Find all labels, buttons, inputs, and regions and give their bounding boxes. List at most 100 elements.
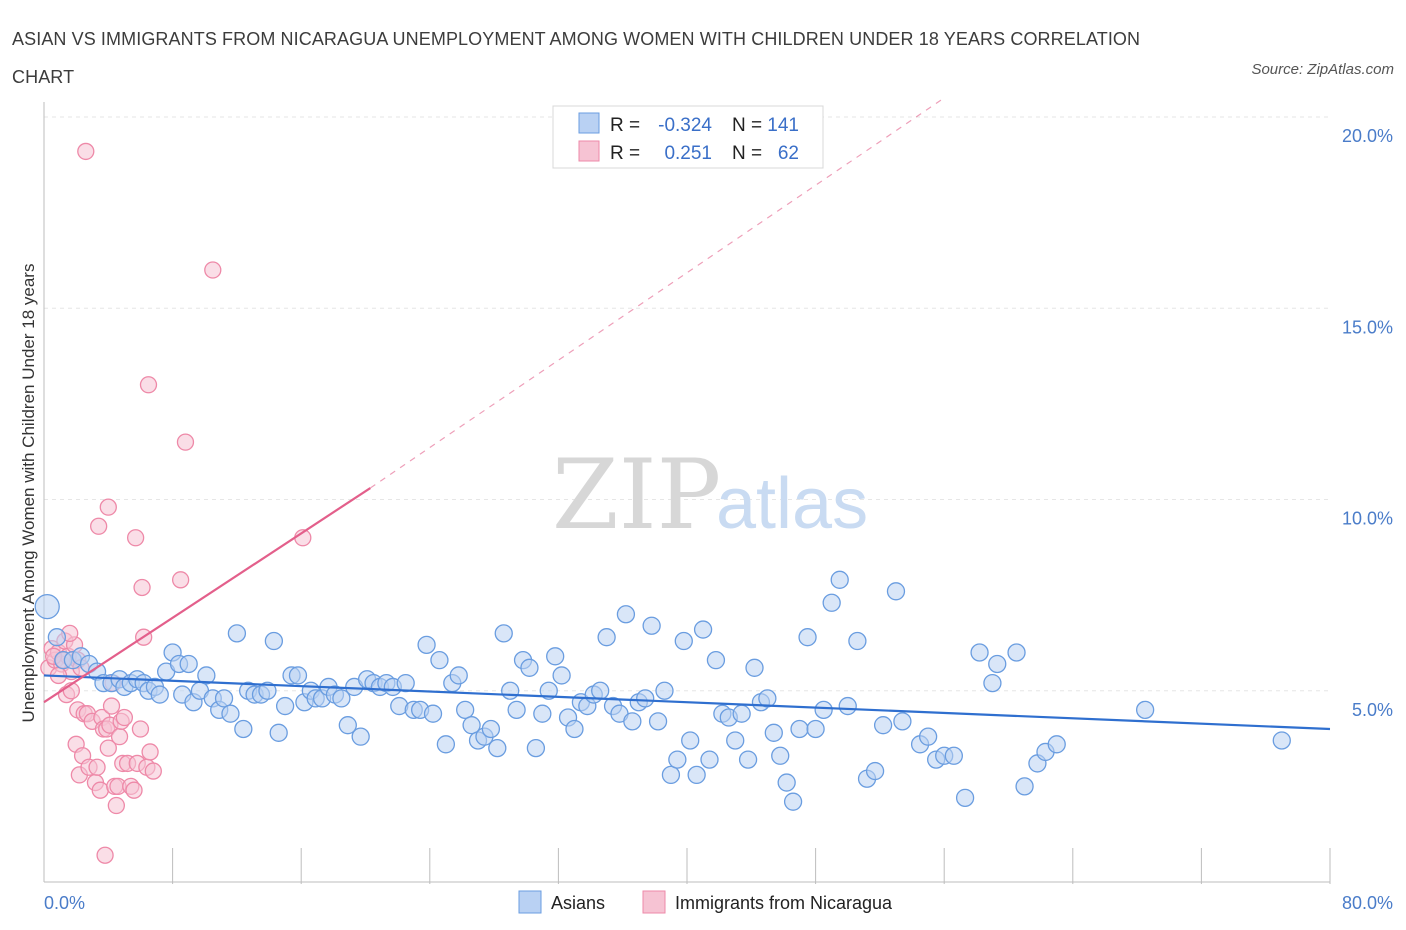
asian-point [430, 651, 449, 670]
asian-point [462, 716, 481, 735]
asian-point [655, 681, 674, 700]
asian-point [488, 738, 507, 758]
asian-point [520, 658, 539, 677]
nic-n-value: 62 [778, 143, 799, 164]
asian-point [732, 704, 751, 723]
asian-point [533, 704, 552, 723]
nicaragua-point [139, 376, 158, 394]
asian-point [501, 681, 520, 700]
legend-asian-label: Asians [551, 893, 605, 913]
asian-trend-line [43, 674, 1331, 731]
asian-point [234, 719, 253, 739]
asian-point [565, 719, 584, 739]
asian-n-value: 141 [767, 115, 799, 136]
nicaragua-point [99, 739, 117, 757]
source-label: Source: ZipAtlas.com [1251, 61, 1394, 78]
nic-trend-line [43, 487, 371, 704]
y-tick-label: 5.0% [1352, 700, 1393, 720]
asian-point [822, 593, 841, 612]
asian-point [597, 628, 616, 647]
nicaragua-point [88, 758, 106, 776]
nic-r-value: 0.251 [664, 143, 712, 164]
asian-point [687, 765, 706, 785]
watermark: ZIP atlas [552, 439, 868, 551]
asian-point [275, 696, 295, 716]
y-axis-label: Unemployment Among Women with Children U… [19, 264, 38, 723]
asian-point [758, 689, 777, 708]
asian-point [197, 666, 216, 685]
asian-point [865, 761, 885, 781]
asian-point [214, 689, 234, 708]
asian-point [674, 631, 693, 651]
asian-point [668, 750, 687, 769]
asian-point [227, 624, 247, 643]
watermark-zip: ZIP [552, 439, 721, 551]
asian-point [449, 666, 468, 685]
asian-point [1272, 731, 1291, 750]
asian-point [693, 620, 713, 639]
nicaragua-point [102, 697, 121, 715]
axes [43, 102, 1331, 884]
asian-point [838, 696, 857, 716]
y-tick-label: 10.0% [1342, 509, 1393, 529]
nicaragua-points [40, 142, 312, 864]
asian-point [258, 681, 277, 700]
asian-point [396, 673, 415, 693]
watermark-atlas: atlas [716, 464, 868, 544]
chart-title: ASIAN VS IMMIGRANTS FROM NICARAGUA UNEMP… [12, 29, 1141, 87]
nicaragua-point [91, 781, 109, 799]
asian-point [269, 723, 288, 742]
asian-point [539, 681, 558, 700]
asian-point [918, 727, 938, 746]
asian-point [955, 788, 975, 807]
legend: Asians Immigrants from Nicaragua [518, 890, 893, 914]
legend-asian-swatch [518, 890, 542, 914]
asian-point [338, 716, 357, 735]
stats-box: R = -0.324 N = 141 R = 0.251 N = 62 [552, 105, 824, 169]
asian-point [34, 593, 60, 620]
asian-point [988, 654, 1007, 674]
asian-r-value: -0.324 [658, 115, 712, 136]
asian-point [456, 700, 475, 720]
asian-point [970, 643, 989, 662]
nicaragua-point [99, 498, 117, 516]
asian-point [790, 719, 809, 739]
asian-point [436, 735, 456, 754]
asian-r-label: R = [610, 115, 640, 136]
nicaragua-point [176, 433, 195, 451]
asian-point [771, 746, 790, 765]
asian-point [642, 616, 661, 635]
nicaragua-point [131, 720, 150, 738]
asian-point [423, 704, 443, 723]
legend-nic-swatch [642, 890, 666, 914]
asian-point [1047, 735, 1066, 754]
y-tick-label: 15.0% [1342, 317, 1393, 337]
asian-point [623, 712, 642, 731]
asian-point [179, 654, 198, 674]
asian-point [798, 628, 817, 647]
asian-point [738, 750, 758, 769]
asian-point [481, 719, 501, 739]
asian-point [873, 716, 893, 735]
nicaragua-point [141, 743, 159, 761]
asian-point [745, 658, 764, 677]
asian-point [351, 727, 370, 746]
asian-point [417, 635, 436, 654]
y-tick-labels: 5.0% 10.0% 15.0% 20.0% [1342, 126, 1393, 720]
asian-point [288, 666, 308, 685]
asian-point [783, 792, 803, 811]
nicaragua-point [171, 571, 190, 589]
nicaragua-point [144, 762, 162, 780]
nicaragua-point [90, 517, 108, 535]
asian-point [944, 746, 963, 765]
asian-point [681, 731, 700, 750]
asian-point [332, 689, 351, 708]
asian-point [648, 712, 668, 731]
asian-point [848, 631, 867, 651]
nic-n-label: N = [732, 143, 762, 164]
asian-point [264, 631, 284, 651]
asian-point [1135, 700, 1155, 720]
asian-point [700, 750, 719, 769]
nicaragua-point [96, 846, 114, 864]
